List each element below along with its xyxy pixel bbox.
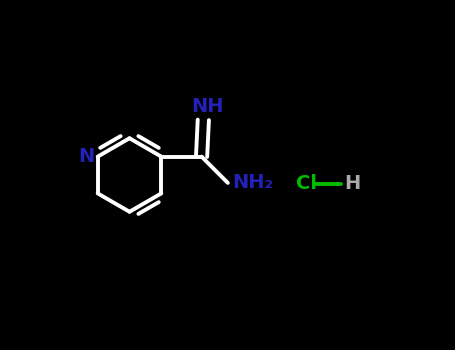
Text: Cl: Cl [296,174,317,193]
Text: NH: NH [191,97,224,116]
Text: NH₂: NH₂ [232,173,273,193]
Text: N: N [78,147,94,166]
Text: H: H [345,174,361,193]
